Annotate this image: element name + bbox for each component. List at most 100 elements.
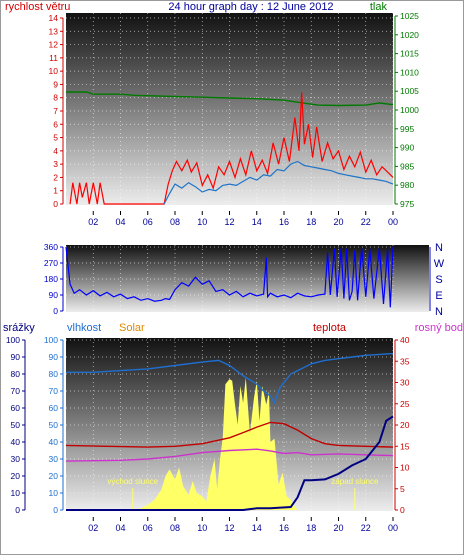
temperature-line [65, 421, 394, 448]
chart-title: 24 hour graph day : 12 June 2012 [168, 1, 333, 13]
y-tick-label: 20 [400, 420, 410, 430]
x-tick-label: 10 [197, 523, 207, 533]
x-tick-label: 02 [88, 523, 98, 533]
x-tick-label: 22 [361, 217, 371, 227]
y-tick-label: 7 [53, 106, 58, 116]
y-tick-label: 14 [49, 13, 59, 23]
y-tick-label: 985 [400, 161, 414, 171]
y-tick-label: 360 [44, 242, 58, 252]
y-tick-label: 25 [400, 399, 410, 409]
x-tick-label: 16 [279, 217, 289, 227]
y-tick-label: 0 [400, 505, 405, 515]
y-tick-label: 30 [11, 454, 21, 464]
wind-average-line [163, 160, 394, 205]
y-tick-label: 40 [11, 437, 21, 447]
y-tick-label: 30 [49, 454, 59, 464]
y-tick-label: 8 [53, 93, 58, 103]
y-tick-label: 10 [400, 463, 410, 473]
pressure-line [66, 91, 394, 107]
y-tick-label: 20 [11, 471, 21, 481]
y-tick-label: 70 [11, 386, 21, 396]
y-tick-label: 10 [49, 66, 59, 76]
y-tick-label: 0 [53, 505, 58, 515]
y-tick-label: 10 [49, 488, 59, 498]
x-tick-label: 06 [143, 217, 153, 227]
y-tick-label: 1020 [400, 30, 419, 40]
y-tick-label: 20 [49, 471, 59, 481]
x-tick-label: 06 [143, 523, 153, 533]
x-tick-label: 18 [306, 217, 316, 227]
y-tick-label: 30 [400, 378, 410, 388]
rain-label: srážky [3, 322, 35, 334]
wind-speed-label: rychlost větru [5, 1, 70, 13]
y-tick-label: 12 [49, 40, 59, 50]
y-tick-label: 270 [44, 258, 58, 268]
y-tick-label: 980 [400, 180, 414, 190]
y-tick-label: 3 [53, 159, 58, 169]
y-tick-label: 90 [49, 352, 59, 362]
y-tick-label: 180 [44, 274, 58, 284]
compass-label: S [435, 274, 442, 286]
y-tick-label: 2 [53, 172, 58, 182]
y-tick-label: 0 [15, 505, 20, 515]
temperature-label: teplota [313, 322, 347, 334]
x-tick-label: 20 [333, 523, 343, 533]
y-tick-label: 4 [53, 146, 58, 156]
y-tick-label: 990 [400, 143, 414, 153]
y-tick-label: 40 [400, 335, 410, 345]
compass-label: N [435, 242, 443, 254]
x-tick-label: 16 [279, 523, 289, 533]
y-tick-label: 9 [53, 79, 58, 89]
x-tick-label: 20 [333, 217, 343, 227]
y-tick-label: 1 [53, 186, 58, 196]
y-tick-label: 80 [11, 369, 21, 379]
y-tick-label: 90 [49, 290, 59, 300]
y-tick-label: 1000 [400, 105, 419, 115]
y-tick-label: 1015 [400, 49, 419, 59]
y-tick-label: 15 [400, 441, 410, 451]
y-tick-label: 995 [400, 124, 414, 134]
y-tick-label: 5 [400, 484, 405, 494]
y-tick-label: 6 [53, 119, 58, 129]
sunset-label: západ slunce [331, 477, 379, 486]
x-tick-label: 12 [224, 217, 234, 227]
y-tick-label: 80 [49, 369, 59, 379]
x-tick-label: 12 [224, 523, 234, 533]
y-tick-label: 975 [400, 199, 414, 209]
x-tick-label: 00 [388, 523, 398, 533]
y-tick-label: 0 [53, 199, 58, 209]
dewpoint-line [65, 448, 394, 462]
wind-direction-line [65, 246, 394, 308]
y-tick-label: 10 [11, 488, 21, 498]
x-tick-label: 02 [88, 217, 98, 227]
y-tick-label: 1005 [400, 86, 419, 96]
solar-area [132, 377, 394, 510]
y-tick-label: 100 [44, 335, 58, 345]
y-tick-label: 60 [11, 403, 21, 413]
x-tick-label: 04 [115, 217, 125, 227]
pressure-label: tlak [370, 1, 388, 13]
y-tick-label: 90 [11, 352, 21, 362]
y-tick-label: 0 [53, 306, 58, 316]
x-tick-label: 14 [252, 217, 262, 227]
y-tick-label: 35 [400, 356, 410, 366]
humidity-label: vlhkost [67, 322, 101, 334]
y-tick-label: 11 [49, 53, 58, 63]
y-tick-label: 50 [49, 420, 59, 430]
x-tick-label: 08 [170, 523, 180, 533]
y-tick-label: 5 [53, 133, 58, 143]
wind-direction-plot-area [66, 245, 429, 312]
x-tick-label: 00 [388, 217, 398, 227]
x-tick-label: 04 [115, 523, 125, 533]
y-tick-label: 13 [49, 26, 59, 36]
dewpoint-label: rosný bod [415, 322, 463, 334]
x-tick-label: 22 [361, 523, 371, 533]
y-tick-label: 60 [49, 403, 59, 413]
compass-label: W [434, 258, 445, 270]
x-tick-label: 14 [252, 523, 262, 533]
solar-label: Solar [119, 322, 145, 334]
y-tick-label: 1025 [400, 11, 419, 21]
x-tick-label: 10 [197, 217, 207, 227]
y-tick-label: 100 [6, 335, 20, 345]
